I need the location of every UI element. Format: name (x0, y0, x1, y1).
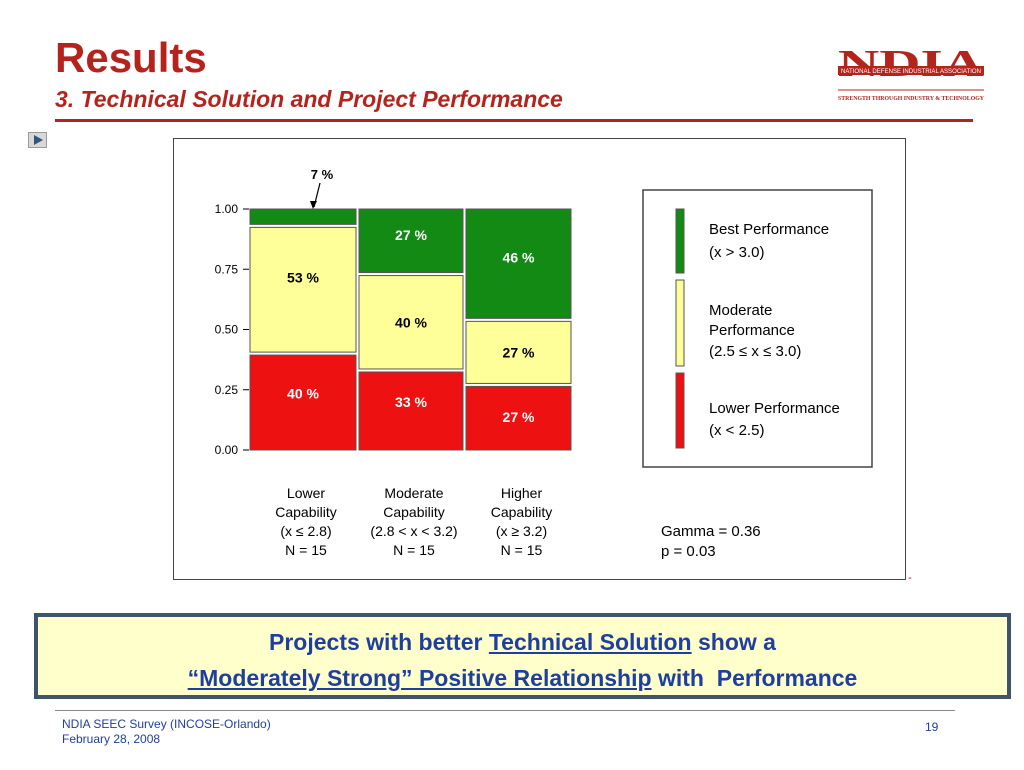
footer-event: NDIA SEEC Survey (INCOSE-Orlando) (62, 717, 271, 731)
bar-segment-moderate (358, 275, 464, 370)
data-label: 40 % (395, 314, 427, 330)
mosaic-chart: 1.00 0.75 0.50 0.25 0.00 40 % 53 % 7 % Lower Capa… (215, 167, 873, 560)
stat-label: p = 0.03 (661, 543, 716, 560)
callout-text: Projects with better (269, 629, 489, 655)
x-category-label: (2.8 < x < 3.2) (370, 523, 457, 539)
legend-label: Moderate (709, 302, 772, 319)
x-category-label: Capability (383, 504, 444, 520)
y-tick-label: 0.25 (215, 383, 239, 397)
legend-label: Best Performance (709, 221, 829, 238)
y-tick-label: 0.00 (215, 443, 239, 457)
bar-segment-moderate (465, 320, 572, 384)
bar-segment-moderate (249, 226, 357, 353)
bar-segment-lower (465, 385, 572, 451)
legend-swatch-best (675, 208, 685, 274)
callout-line-2: “Moderately Strong” Positive Relationshi… (38, 665, 1007, 692)
slide-title: Results (55, 34, 207, 81)
logo-letters: NDIA (838, 46, 985, 85)
x-category-label: (x ≤ 2.8) (280, 523, 331, 539)
x-category-label: Lower (287, 485, 325, 501)
y-tick-label: 1.00 (215, 202, 239, 216)
x-category-label: N = 15 (501, 542, 543, 558)
data-label: 53 % (287, 270, 319, 286)
x-category-label: (x ≥ 3.2) (496, 523, 547, 539)
callout-arrowhead (310, 201, 317, 209)
bar-segment-best (249, 208, 357, 225)
stat-label: Gamma = 0.36 (661, 523, 761, 540)
slide-subtitle: 3. Technical Solution and Project Perfor… (55, 86, 563, 112)
legend-label: (2.5 ≤ x ≤ 3.0) (709, 343, 801, 360)
legend-swatch-lower (675, 372, 685, 449)
legend-label: (x > 3.0) (709, 244, 764, 261)
y-tick-label: 0.75 (215, 262, 239, 276)
data-label: 27 % (395, 227, 427, 243)
footer-date: February 28, 2008 (62, 732, 161, 746)
bar-segment-lower (358, 371, 464, 451)
data-label: 40 % (287, 386, 319, 402)
x-category-label: Moderate (384, 485, 443, 501)
title-divider (55, 119, 973, 122)
play-icon[interactable] (28, 132, 47, 148)
bar-segment-lower (249, 354, 357, 451)
data-label-callout: 7 % (311, 167, 334, 182)
legend-label: (x < 2.5) (709, 422, 764, 439)
legend-swatch-moderate (675, 279, 685, 367)
x-category-label: N = 15 (285, 542, 327, 558)
conclusion-callout: Projects with better Technical Solution … (34, 613, 1011, 699)
legend-label: Lower Performance (709, 400, 840, 417)
callout-emphasis: “Moderately Strong” Positive Relationshi… (187, 665, 652, 691)
bar-segment-best (465, 208, 572, 319)
footer-info: NDIA SEEC Survey (INCOSE-Orlando) Februa… (62, 717, 271, 747)
ndia-logo: NDIA NATIONAL DEFENSE INDUSTRIAL ASSOCIA… (836, 43, 986, 106)
x-category-label: N = 15 (393, 542, 435, 558)
callout-emphasis: Technical Solution (488, 629, 692, 655)
bar-segment-best (358, 208, 464, 274)
logo-band-text: NATIONAL DEFENSE INDUSTRIAL ASSOCIATION (841, 69, 981, 75)
footer-divider (55, 710, 955, 711)
callout-line-1: Projects with better Technical Solution … (38, 629, 1007, 656)
x-category-label: Capability (275, 504, 336, 520)
data-label: 46 % (503, 250, 535, 266)
legend-label: Performance (709, 322, 795, 339)
data-label: 33 % (395, 394, 427, 410)
logo-tagline: STRENGTH THROUGH INDUSTRY & TECHNOLOGY (838, 95, 984, 102)
data-label: 27 % (503, 344, 535, 360)
x-category-label: Capability (491, 504, 552, 520)
callout-text: show a (691, 629, 776, 655)
x-category-label: Higher (501, 485, 543, 501)
mosaic-chart-frame: 1.00 0.75 0.50 0.25 0.00 40 % 53 % 7 % Lower Capa… (173, 138, 906, 580)
stray-mark: - (908, 572, 912, 584)
page-number: 19 (925, 720, 939, 734)
y-tick-label: 0.50 (215, 323, 239, 337)
callout-text: with Performance (651, 665, 858, 691)
data-label: 27 % (503, 409, 535, 425)
